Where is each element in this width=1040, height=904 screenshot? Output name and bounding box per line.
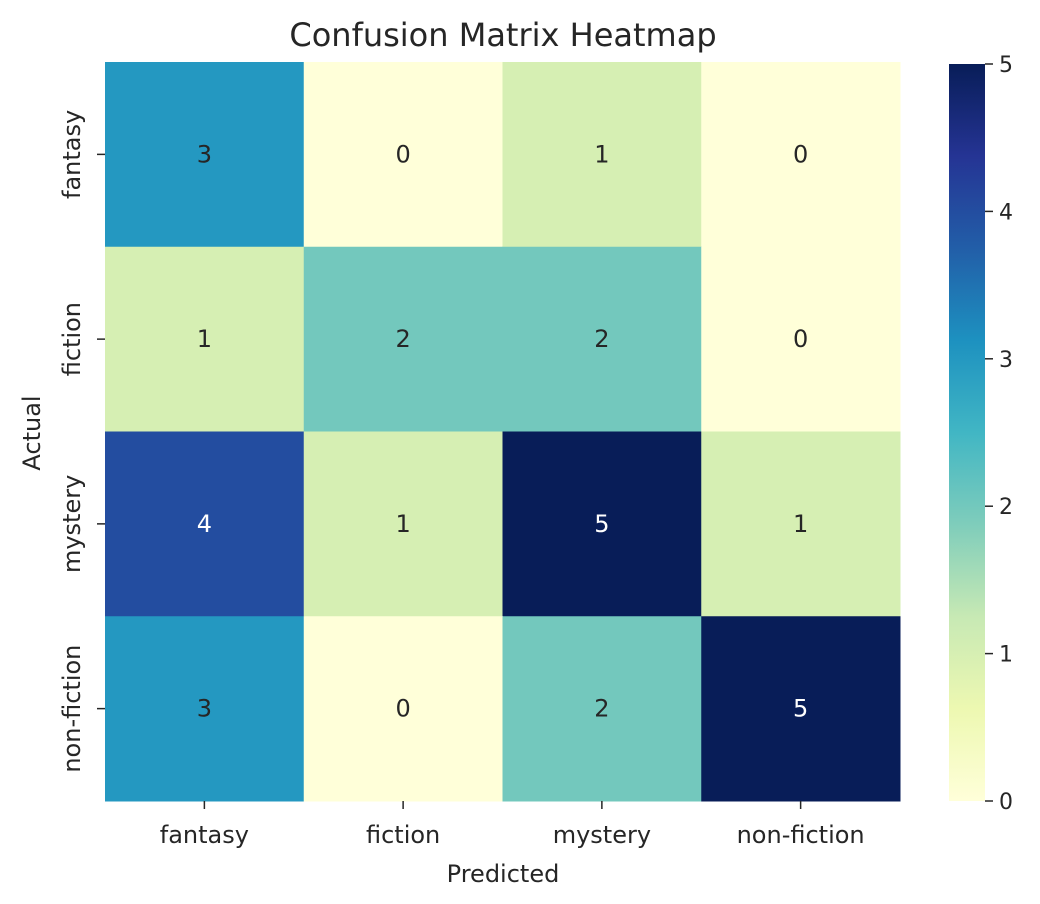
y-axis-label: Actual	[18, 395, 46, 470]
heatmap-cell	[105, 62, 305, 248]
colorbar-tick-label: 0	[999, 790, 1013, 815]
colorbar-axis: 0 1 2 3 4 5	[985, 53, 1013, 815]
cell-value-label: 4	[197, 510, 212, 538]
colorbar-tick-label: 3	[999, 348, 1013, 373]
heatmap-cell	[502, 246, 702, 432]
x-tick-label: fantasy	[160, 821, 249, 849]
cell-value-label: 1	[594, 140, 609, 168]
colorbar	[949, 64, 985, 801]
x-axis: fantasy fiction mystery non-fiction	[160, 801, 865, 849]
cell-value-label: 0	[793, 140, 808, 168]
x-tick-label: fiction	[366, 821, 440, 849]
heatmap-cell	[502, 431, 702, 617]
heatmap-cell	[701, 616, 901, 802]
y-tick-label: fiction	[58, 302, 86, 376]
heatmap-cell	[701, 62, 901, 248]
cell-value-label: 0	[395, 695, 410, 723]
cell-value-label: 5	[793, 695, 808, 723]
cell-value-label: 3	[197, 140, 212, 168]
x-tick-label: mystery	[553, 821, 651, 849]
cell-value-label: 5	[594, 510, 609, 538]
heatmap-cell	[105, 616, 305, 802]
cell-value-label: 1	[197, 325, 212, 353]
heatmap-cell	[303, 616, 503, 802]
cell-value-label: 0	[395, 140, 410, 168]
colorbar-tick-label: 5	[999, 53, 1013, 78]
y-tick-label: mystery	[58, 475, 86, 573]
colorbar-tick-label: 4	[999, 200, 1013, 225]
heatmap-cell	[303, 246, 503, 432]
heatmap-cell	[701, 246, 901, 432]
y-tick-label: fantasy	[58, 110, 86, 199]
heatmap-cell	[105, 246, 305, 432]
cell-value-label: 0	[793, 325, 808, 353]
heatmap-cell	[502, 616, 702, 802]
heatmap-cells: 3 0 1 0 1 2 2 0 4 1 5 1 3 0 2 5	[105, 62, 901, 802]
chart-title: Confusion Matrix Heatmap	[289, 16, 716, 54]
x-axis-label: Predicted	[447, 860, 560, 888]
heatmap-cell	[303, 62, 503, 248]
cell-value-label: 2	[395, 325, 410, 353]
heatmap-cell	[303, 431, 503, 617]
heatmap-cell	[105, 431, 305, 617]
cell-value-label: 1	[395, 510, 410, 538]
x-tick-label: non-fiction	[737, 821, 865, 849]
colorbar-tick-label: 2	[999, 495, 1013, 520]
cell-value-label: 1	[793, 510, 808, 538]
cell-value-label: 2	[594, 695, 609, 723]
cell-value-label: 3	[197, 695, 212, 723]
y-tick-label: non-fiction	[58, 645, 86, 773]
colorbar-tick-label: 1	[999, 643, 1013, 668]
heatmap-cell	[502, 62, 702, 248]
heatmap-cell	[701, 431, 901, 617]
cell-value-label: 2	[594, 325, 609, 353]
y-axis: fantasy fiction mystery non-fiction	[58, 110, 105, 773]
